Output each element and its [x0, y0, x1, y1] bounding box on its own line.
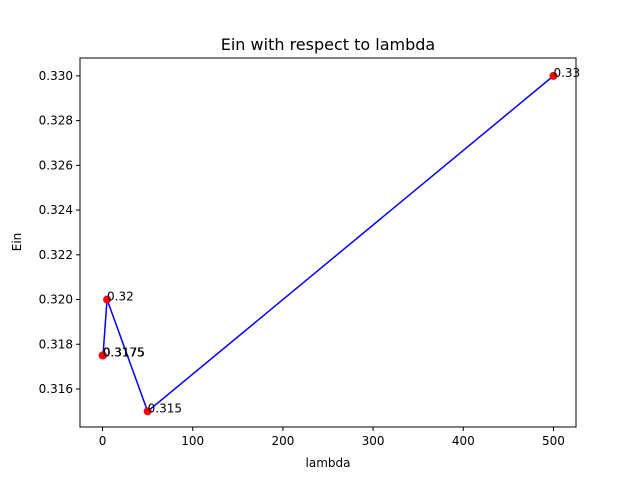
x-tick-label: 500: [542, 434, 565, 448]
data-label: 0.3175: [103, 345, 145, 359]
data-point: [103, 295, 112, 304]
y-tick-label: 0.320: [39, 293, 73, 307]
y-axis-label: Ein: [10, 233, 24, 252]
data-point: [143, 407, 152, 416]
chart-title: Ein with respect to lambda: [221, 35, 435, 54]
data-label: 0.3175: [103, 345, 145, 359]
y-tick-label: 0.316: [39, 382, 73, 396]
data-point: [549, 71, 558, 80]
y-tick-label: 0.330: [39, 69, 73, 83]
x-axis-label: lambda: [306, 456, 351, 470]
series-line: [102, 75, 554, 413]
y-tick-label: 0.318: [39, 337, 73, 351]
y-tick-label: 0.326: [39, 158, 73, 172]
plot-area: 0 100 200 300 400 500 0.316 0.318 0.320 0.322 0.32…: [39, 66, 581, 448]
data-label: 0.33: [553, 66, 580, 80]
plot-frame: [79, 57, 577, 428]
y-tick-label: 0.324: [39, 203, 73, 217]
y-tick-label: 0.322: [39, 248, 73, 262]
y-tick-label: 0.328: [39, 114, 73, 128]
data-point: [98, 351, 107, 360]
x-tick-label: 0: [99, 434, 107, 448]
x-tick-label: 100: [181, 434, 204, 448]
data-label: 0.315: [148, 401, 182, 415]
data-label: 0.32: [107, 290, 134, 304]
x-tick-label: 200: [271, 434, 294, 448]
x-tick-label: 400: [452, 434, 475, 448]
x-tick-label: 300: [362, 434, 385, 448]
